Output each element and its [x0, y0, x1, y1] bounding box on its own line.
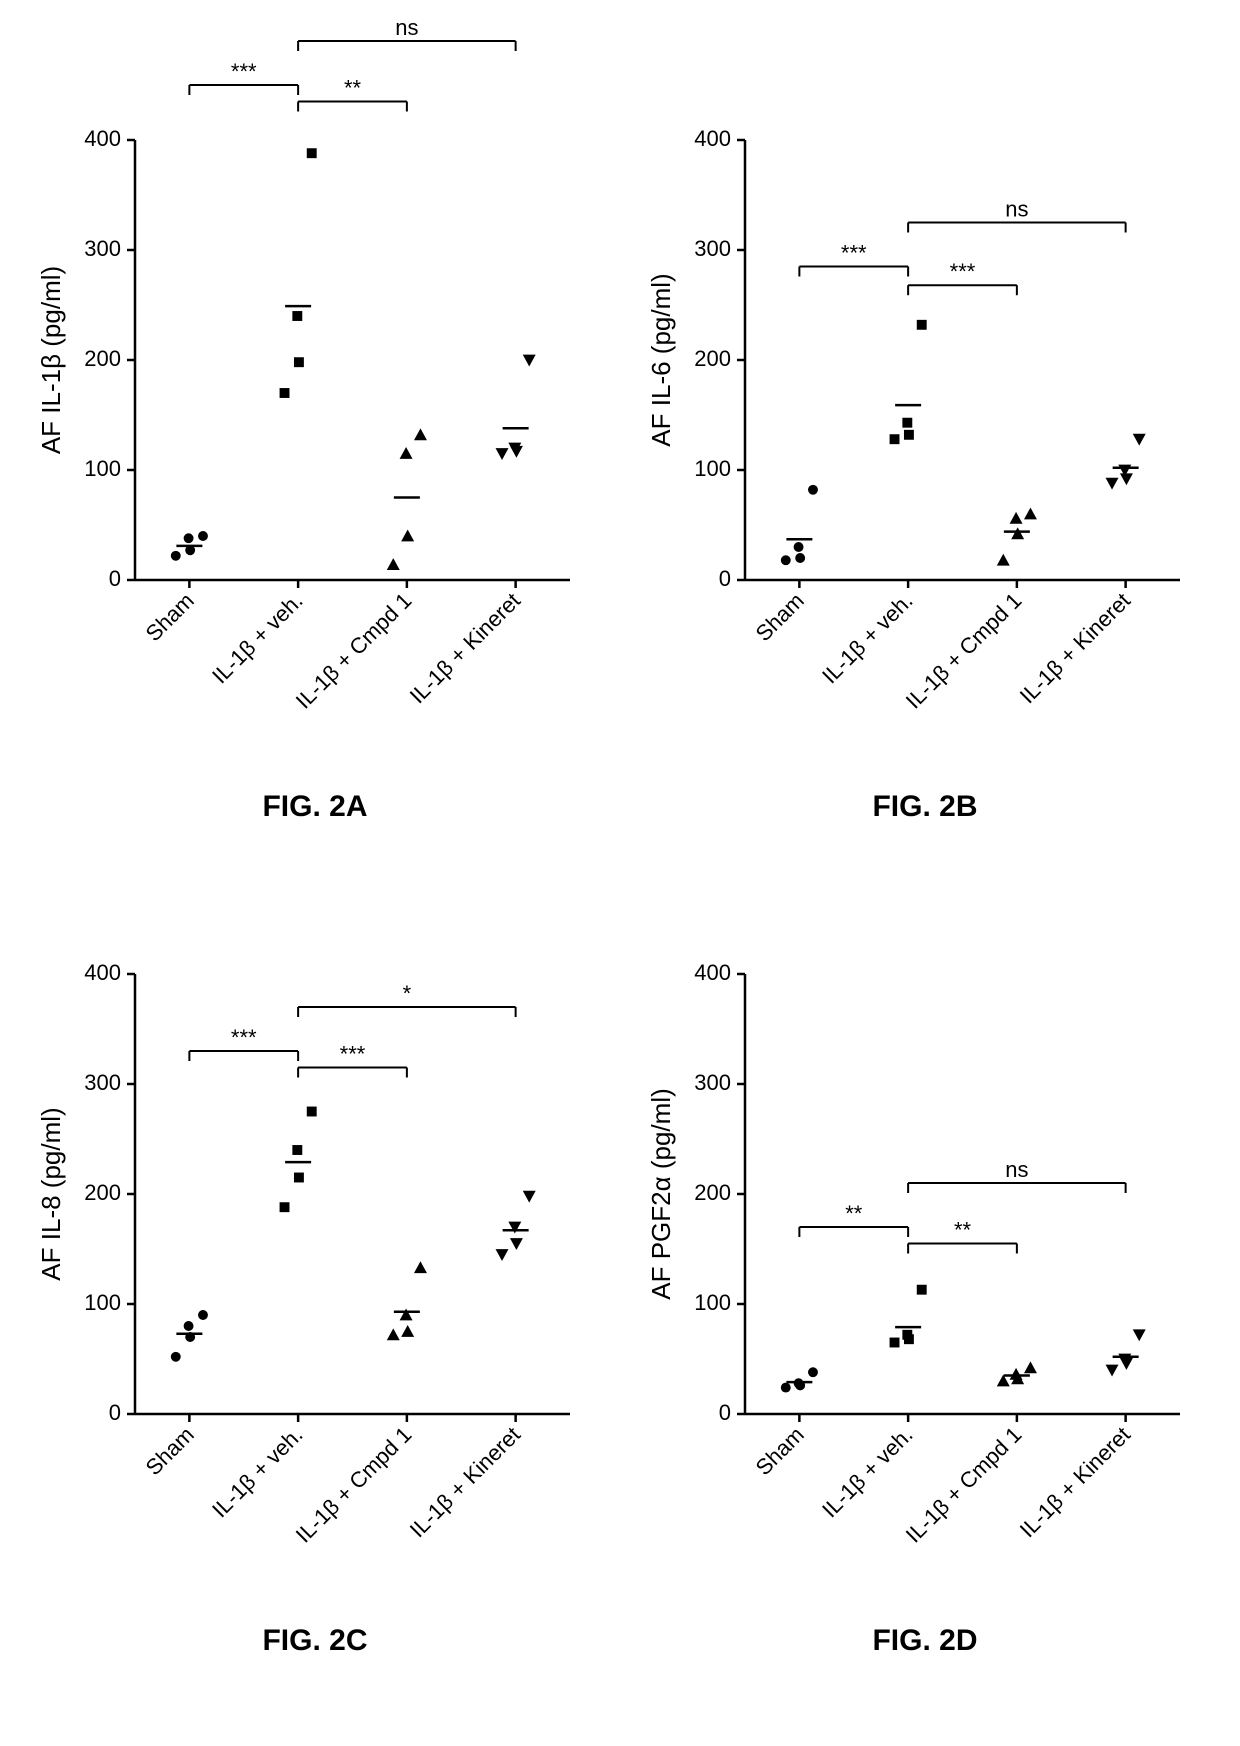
panel-2a: 0100200300400AF IL-1β (pg/ml)ShamIL-1β +…	[20, 20, 610, 824]
svg-text:200: 200	[84, 1180, 121, 1205]
svg-text:100: 100	[84, 1290, 121, 1315]
svg-text:400: 400	[84, 126, 121, 151]
caption-2c: FIG. 2C	[20, 1624, 610, 1658]
svg-text:IL-1β + Cmpd 1: IL-1β + Cmpd 1	[901, 588, 1027, 714]
chart-2d: 0100200300400AF PGF2α (pg/ml)ShamIL-1β +…	[630, 854, 1210, 1614]
svg-text:***: ***	[340, 1042, 366, 1067]
svg-text:IL-1β + Cmpd 1: IL-1β + Cmpd 1	[291, 588, 417, 714]
svg-text:400: 400	[84, 960, 121, 985]
svg-text:IL-1β + Kineret: IL-1β + Kineret	[405, 1422, 525, 1542]
caption-2b: FIG. 2B	[630, 790, 1220, 824]
svg-text:IL-1β + veh.: IL-1β + veh.	[207, 1422, 308, 1523]
svg-text:100: 100	[84, 456, 121, 481]
svg-text:100: 100	[694, 1290, 731, 1315]
svg-text:IL-1β + veh.: IL-1β + veh.	[817, 588, 918, 689]
svg-text:300: 300	[694, 1070, 731, 1095]
panel-2c: 0100200300400AF IL-8 (pg/ml)ShamIL-1β + …	[20, 854, 610, 1658]
svg-text:***: ***	[231, 59, 257, 84]
svg-text:400: 400	[694, 960, 731, 985]
svg-text:ns: ns	[1005, 1157, 1028, 1182]
svg-text:Sham: Sham	[141, 588, 199, 646]
svg-text:Sham: Sham	[751, 588, 809, 646]
svg-text:0: 0	[719, 1400, 731, 1425]
chart-2a: 0100200300400AF IL-1β (pg/ml)ShamIL-1β +…	[20, 20, 600, 780]
svg-text:IL-1β + Kineret: IL-1β + Kineret	[405, 588, 525, 708]
svg-text:100: 100	[694, 456, 731, 481]
svg-text:Sham: Sham	[751, 1422, 809, 1480]
chart-2c: 0100200300400AF IL-8 (pg/ml)ShamIL-1β + …	[20, 854, 600, 1614]
svg-text:***: ***	[841, 241, 867, 266]
svg-text:IL-1β + Cmpd 1: IL-1β + Cmpd 1	[901, 1422, 1027, 1548]
svg-text:IL-1β + Kineret: IL-1β + Kineret	[1015, 1422, 1135, 1542]
svg-text:IL-1β + veh.: IL-1β + veh.	[817, 1422, 918, 1523]
caption-2a: FIG. 2A	[20, 790, 610, 824]
svg-text:AF IL-6 (pg/ml): AF IL-6 (pg/ml)	[646, 273, 676, 446]
svg-text:IL-1β + veh.: IL-1β + veh.	[207, 588, 308, 689]
svg-text:300: 300	[84, 236, 121, 261]
svg-text:300: 300	[694, 236, 731, 261]
svg-text:*: *	[403, 981, 412, 1006]
svg-text:IL-1β + Kineret: IL-1β + Kineret	[1015, 588, 1135, 708]
svg-text:300: 300	[84, 1070, 121, 1095]
svg-text:200: 200	[84, 346, 121, 371]
panel-2d: 0100200300400AF PGF2α (pg/ml)ShamIL-1β +…	[630, 854, 1220, 1658]
svg-text:**: **	[845, 1201, 863, 1226]
chart-2b: 0100200300400AF IL-6 (pg/ml)ShamIL-1β + …	[630, 20, 1210, 780]
svg-text:**: **	[954, 1218, 972, 1243]
svg-text:0: 0	[109, 1400, 121, 1425]
svg-text:200: 200	[694, 346, 731, 371]
svg-text:Sham: Sham	[141, 1422, 199, 1480]
svg-text:ns: ns	[395, 20, 418, 40]
svg-text:200: 200	[694, 1180, 731, 1205]
svg-text:AF IL-8 (pg/ml): AF IL-8 (pg/ml)	[36, 1107, 66, 1280]
panel-2b: 0100200300400AF IL-6 (pg/ml)ShamIL-1β + …	[630, 20, 1220, 824]
svg-text:**: **	[344, 76, 362, 101]
figure-grid: 0100200300400AF IL-1β (pg/ml)ShamIL-1β +…	[20, 20, 1220, 1658]
svg-text:AF IL-1β (pg/ml): AF IL-1β (pg/ml)	[36, 266, 66, 454]
caption-2d: FIG. 2D	[630, 1624, 1220, 1658]
svg-text:0: 0	[719, 566, 731, 591]
svg-text:ns: ns	[1005, 197, 1028, 222]
svg-text:400: 400	[694, 126, 731, 151]
svg-text:***: ***	[231, 1025, 257, 1050]
svg-text:0: 0	[109, 566, 121, 591]
svg-text:IL-1β + Cmpd 1: IL-1β + Cmpd 1	[291, 1422, 417, 1548]
svg-text:***: ***	[950, 259, 976, 284]
svg-text:AF PGF2α (pg/ml): AF PGF2α (pg/ml)	[646, 1088, 676, 1300]
